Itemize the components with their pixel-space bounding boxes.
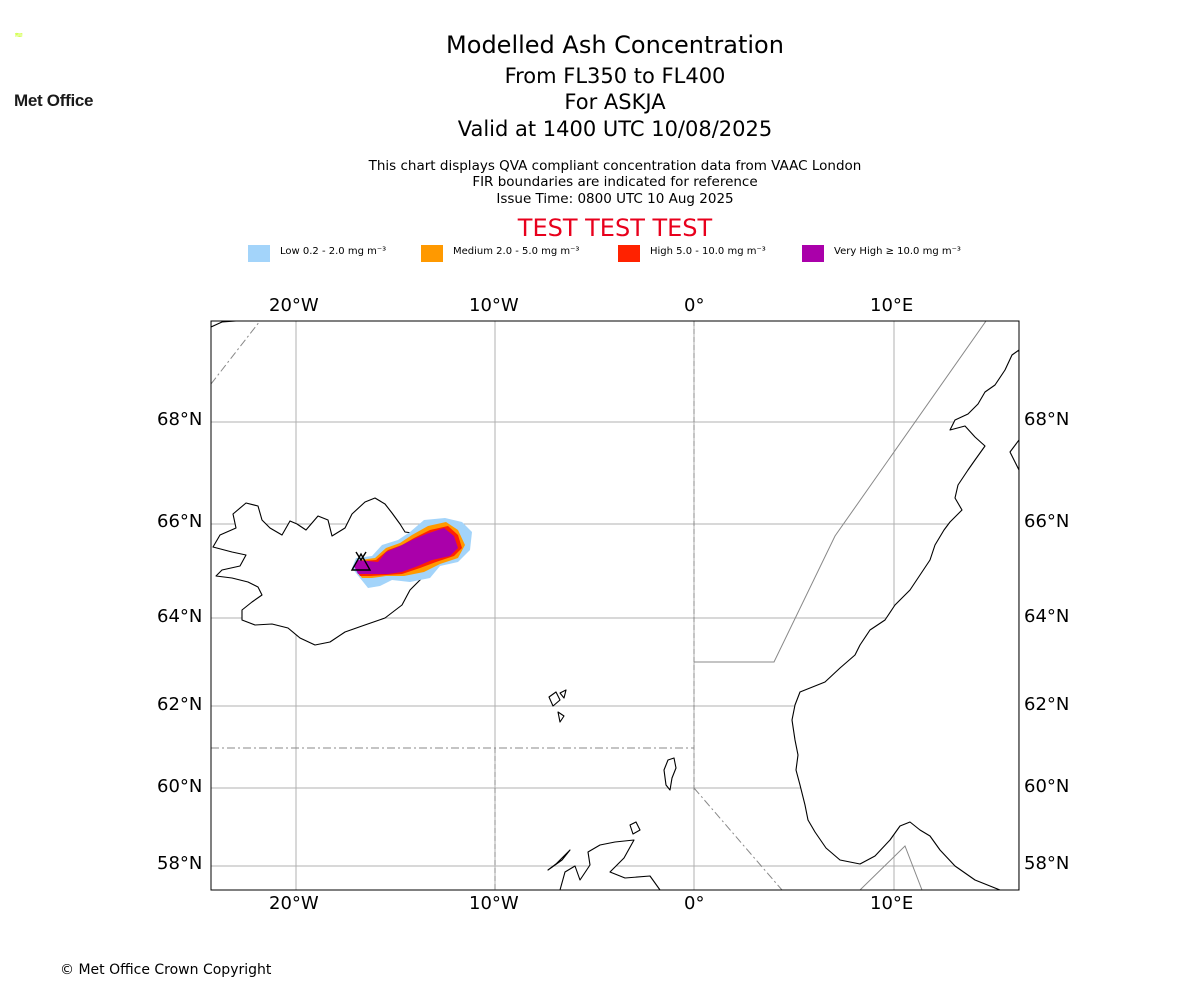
legend-swatch-very-high [802, 245, 824, 262]
lon-tick-top-0: 0° [684, 295, 705, 316]
legend-label-medium: Medium 2.0 - 5.0 mg m⁻³ [453, 246, 580, 257]
lat-tick-right-64n: 64°N [1024, 606, 1070, 627]
lat-tick-left-66n: 66°N [157, 511, 203, 532]
ash-plume [352, 518, 472, 588]
lon-tick-bottom-0: 0° [684, 893, 705, 914]
met-office-logo-text: Met Office [14, 91, 94, 110]
lat-tick-left-64n: 64°N [157, 606, 203, 627]
lat-tick-left-68n: 68°N [157, 409, 203, 430]
lat-tick-right-68n: 68°N [1024, 409, 1070, 430]
ash-zone-very-high [354, 528, 458, 574]
lat-tick-right-62n: 62°N [1024, 694, 1070, 715]
lat-tick-right-58n: 58°N [1024, 853, 1070, 874]
lat-tick-left-60n: 60°N [157, 776, 203, 797]
lat-tick-right-60n: 60°N [1024, 776, 1070, 797]
info-line-issue-time: Issue Time: 0800 UTC 10 Aug 2025 [496, 191, 734, 207]
lat-tick-right-66n: 66°N [1024, 511, 1070, 532]
lon-tick-top-10e: 10°E [870, 295, 914, 316]
legend-swatch-medium [421, 245, 443, 262]
met-office-logo [15, 32, 23, 37]
volcano-triangle-icon [350, 551, 372, 571]
legend-swatch-low [248, 245, 270, 262]
lon-tick-top-20w: 20°W [269, 295, 319, 316]
lon-tick-top-10w: 10°W [469, 295, 519, 316]
map-frame [210, 320, 1020, 891]
lon-tick-bottom-20w: 20°W [269, 893, 319, 914]
valid-time-subtitle: Valid at 1400 UTC 10/08/2025 [457, 117, 773, 141]
lat-tick-left-58n: 58°N [157, 853, 203, 874]
flight-level-subtitle: From FL350 to FL400 [504, 64, 726, 88]
legend-label-high: High 5.0 - 10.0 mg m⁻³ [650, 246, 766, 257]
legend-swatch-high [618, 245, 640, 262]
coastlines [211, 321, 1019, 890]
volcano-subtitle: For ASKJA [564, 90, 666, 114]
info-line-qva: This chart displays QVA compliant concen… [368, 158, 862, 174]
legend-label-low: Low 0.2 - 2.0 mg m⁻³ [280, 246, 387, 257]
lon-tick-bottom-10w: 10°W [469, 893, 519, 914]
lat-tick-left-62n: 62°N [157, 694, 203, 715]
legend-label-very-high: Very High ≥ 10.0 mg m⁻³ [834, 246, 961, 257]
test-banner: TEST TEST TEST [517, 214, 713, 242]
copyright-notice: © Met Office Crown Copyright [60, 962, 272, 978]
info-line-fir: FIR boundaries are indicated for referen… [472, 174, 758, 190]
lon-tick-bottom-10e: 10°E [870, 893, 914, 914]
chart-title: Modelled Ash Concentration [446, 31, 784, 59]
fir-boundaries [211, 321, 987, 890]
